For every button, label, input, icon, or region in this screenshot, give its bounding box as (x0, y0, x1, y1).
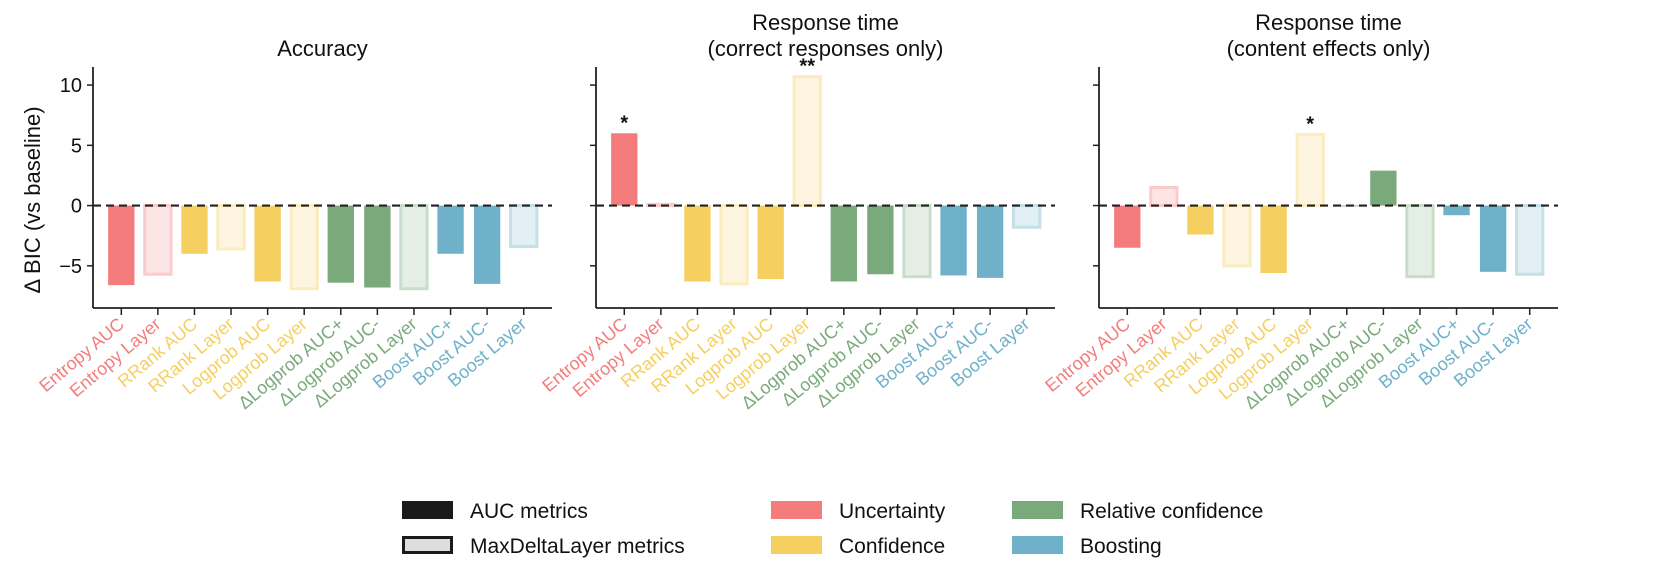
bar-boost-auc- (473, 205, 501, 284)
legend: AUC metrics MaxDeltaLayer metrics Uncertai… (402, 500, 1263, 558)
bar-boost-layer (509, 204, 539, 249)
bar--logprob-layer (902, 204, 932, 279)
bar-boost-auc- (940, 205, 967, 276)
bar-boost-layer (1012, 204, 1042, 229)
bar-logprob-auc (1260, 205, 1287, 274)
legend-swatch (1012, 501, 1063, 519)
bar-logprob-auc (254, 205, 281, 282)
bar--logprob-auc- (364, 205, 391, 288)
bar-rrank-auc (1187, 205, 1214, 235)
bar-entropy-auc (611, 133, 638, 206)
bar--logprob-auc- (1370, 170, 1397, 206)
y-tick-label: 5 (71, 135, 82, 157)
legend-label: MaxDeltaLayer metrics (470, 535, 685, 558)
y-tick-label: −5 (59, 256, 82, 278)
panel-title: Response time (752, 10, 899, 35)
bar-entropy-layer (1149, 186, 1179, 208)
bar--logprob-layer (1405, 204, 1435, 279)
panel-title: (correct responses only) (708, 36, 944, 61)
bar-boost-auc- (1479, 205, 1507, 272)
bar-rrank-layer (1222, 204, 1252, 268)
legend-swatch (1012, 536, 1063, 554)
bar--logprob-auc- (327, 205, 354, 283)
bar-entropy-auc (108, 205, 135, 286)
legend-swatch (402, 536, 453, 554)
panel-3: Response time(content effects only)Entro… (1041, 10, 1558, 413)
bar-entropy-layer (143, 204, 173, 276)
significance-marker: * (1306, 113, 1314, 135)
panel-title: Accuracy (277, 36, 367, 61)
y-tick-label: 10 (60, 75, 82, 97)
legend-label: AUC metrics (470, 500, 588, 523)
y-axis-label: Δ BIC (vs baseline) (20, 106, 45, 293)
bar--logprob-layer (399, 204, 429, 291)
bar-logprob-layer (289, 204, 319, 291)
legend-label: Boosting (1080, 535, 1162, 558)
legend-label: Uncertainty (839, 500, 946, 523)
bar-boost-auc- (976, 205, 1004, 278)
bar-entropy-auc (1114, 205, 1141, 248)
bar-logprob-auc (757, 205, 784, 280)
panel-2: Response time(correct responses only)*En… (538, 10, 1055, 413)
legend-swatch (402, 501, 453, 519)
legend-label: Relative confidence (1080, 500, 1263, 523)
bar-boost-auc- (1443, 205, 1470, 216)
bar-logprob-layer (1295, 132, 1325, 208)
legend-swatch (771, 501, 822, 519)
panel-title: Response time (1255, 10, 1402, 35)
bar--logprob-auc- (867, 205, 894, 275)
y-tick-label: 0 (71, 196, 82, 218)
panel-title: (content effects only) (1227, 36, 1431, 61)
bar-rrank-layer (719, 204, 749, 286)
bar-logprob-layer (792, 75, 822, 208)
bar-boost-layer (1515, 204, 1545, 276)
significance-marker: ** (799, 56, 815, 78)
bar--logprob-auc- (830, 205, 857, 282)
bar-rrank-layer (216, 204, 246, 251)
bar-rrank-auc (181, 205, 208, 254)
legend-swatch (771, 536, 822, 554)
bar-boost-auc- (437, 205, 464, 254)
legend-label: Confidence (839, 535, 945, 558)
bar-rrank-auc (684, 205, 711, 282)
significance-marker: * (620, 112, 628, 134)
